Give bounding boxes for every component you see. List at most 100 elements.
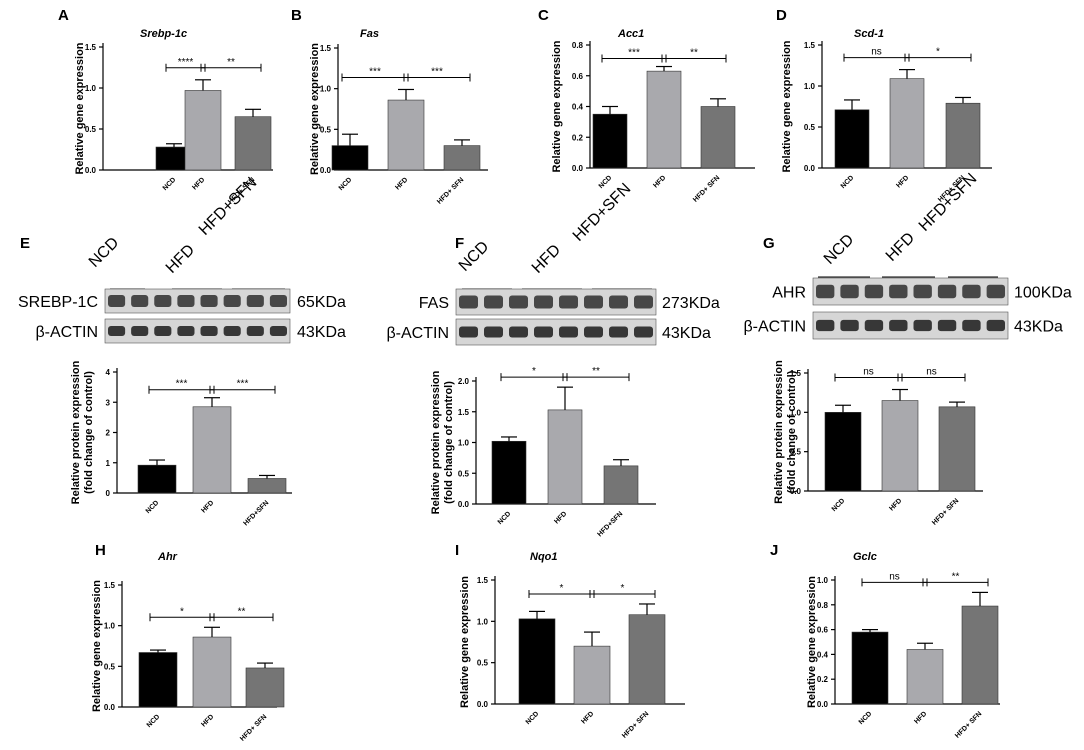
blot-band	[459, 295, 478, 309]
significance-label: ***	[431, 66, 443, 77]
x-tick-label: HFD	[652, 174, 667, 189]
blot-band	[840, 319, 859, 332]
blot-band	[534, 295, 553, 309]
gene-title: Srebp-1c	[140, 28, 187, 40]
panel-label: G	[763, 235, 775, 252]
molecular-weight-label: 65KDa	[297, 294, 346, 311]
y-tick-label: 0.5	[477, 659, 489, 668]
molecular-weight-label: 43KDa	[1014, 319, 1063, 336]
blot-band	[962, 284, 981, 299]
significance-bracket: ****	[165, 57, 206, 72]
y-axis-label: Relative gene expression	[459, 576, 471, 708]
significance-bracket: **	[661, 48, 727, 63]
significance-label: *	[560, 583, 564, 594]
bar-hfd-sfn	[628, 614, 666, 705]
molecular-weight-label: 100KDa	[1014, 285, 1072, 302]
significance-bracket: ***	[403, 66, 471, 82]
gene-title: Acc1	[617, 28, 644, 40]
blot-band	[534, 326, 553, 338]
panel-label: E	[20, 235, 30, 252]
significance-label: **	[952, 571, 960, 582]
blot-band	[634, 326, 653, 338]
y-axis-label-line: Relative gene expression	[459, 576, 471, 708]
blot-band	[108, 295, 126, 307]
y-tick-label: 0.5	[458, 469, 470, 478]
significance-bracket: **	[200, 57, 262, 72]
y-tick-label: 0.8	[572, 41, 584, 50]
y-tick-label: 0.5	[85, 125, 97, 134]
y-tick-label: 1.5	[458, 408, 470, 417]
significance-label: *	[180, 606, 184, 617]
y-tick-label: 0.0	[790, 487, 802, 496]
protein-label: AHR	[772, 285, 806, 302]
chart-c: C Acc1 0.0 0.2 0.4 0.6 0.8 Relative gene expres…	[538, 7, 755, 204]
significance-bracket: ***	[601, 48, 667, 63]
blot-band	[154, 325, 172, 337]
x-tick-label: NCD	[497, 510, 513, 526]
blot-row-fas: FAS 273KDa	[419, 288, 720, 316]
y-axis-label: Relative gene expression	[91, 580, 103, 712]
y-tick-label: 0.0	[458, 500, 470, 509]
blot-band	[269, 295, 287, 307]
bar-hfd	[547, 409, 583, 505]
bar-ncd	[137, 464, 177, 494]
y-tick-label: 1.5	[790, 369, 802, 378]
x-tick-label: HFD+ SFN	[931, 497, 960, 526]
y-tick-label: 0	[106, 489, 111, 498]
blot-band	[484, 326, 503, 338]
lane-group-label: HFD	[163, 242, 198, 277]
y-axis-label: Relative gene expression	[309, 43, 321, 175]
blot-band	[962, 319, 981, 332]
protein-label: SREBP-1C	[18, 294, 98, 311]
bar-ncd	[331, 145, 369, 171]
gene-title: Fas	[360, 28, 379, 40]
y-tick-label: 0.0	[572, 164, 584, 173]
y-axis-label-line: Relative protein expression	[430, 370, 442, 514]
significance-bracket: ***	[341, 66, 409, 82]
bar-ncd	[138, 652, 178, 708]
blot-band	[131, 295, 149, 307]
y-tick-label: 1	[106, 459, 111, 468]
y-tick-label: 1.5	[104, 581, 116, 590]
y-axis-label-line: Relative protein expression	[773, 360, 785, 504]
significance-bracket: **	[209, 606, 274, 622]
x-tick-label: NCD	[145, 499, 161, 515]
x-tick-label: HFD+ SFN	[692, 174, 721, 203]
bar-ncd	[491, 440, 527, 505]
blot-band	[459, 326, 478, 338]
lane-group-label: HFD	[529, 242, 564, 277]
bar-hfd-sfn	[247, 478, 287, 494]
blot-band	[200, 295, 218, 307]
blot-band	[913, 319, 932, 332]
significance-label: *	[621, 583, 625, 594]
x-tick-label: HFD	[553, 510, 568, 525]
y-tick-label: 1.5	[477, 576, 489, 585]
blot-row--actin: β-ACTIN 43KDa	[35, 318, 346, 344]
blot-band	[584, 326, 603, 338]
significance-bracket: ns	[843, 47, 910, 62]
x-tick-label: HFD+SFN	[596, 510, 624, 538]
y-tick-label: 0.0	[104, 703, 116, 712]
bar-hfd-sfn	[945, 102, 981, 169]
protein-label: β-ACTIN	[386, 325, 449, 342]
y-axis-label-line: (fold change of control)	[443, 381, 455, 504]
bar-hfd-sfn	[961, 605, 999, 705]
blot-band	[889, 319, 908, 332]
significance-label: **	[227, 57, 235, 68]
significance-bracket: ns	[834, 367, 903, 382]
bar-hfd-sfn	[245, 667, 285, 708]
blot-band	[108, 325, 126, 337]
y-axis-label-line: Relative gene expression	[309, 43, 321, 175]
y-tick-label: 0.0	[804, 164, 816, 173]
y-tick-label: 0.5	[804, 123, 816, 132]
y-tick-label: 1.0	[85, 84, 97, 93]
y-tick-label: 2.0	[458, 377, 470, 386]
bar-hfd	[192, 406, 232, 494]
blot-band	[937, 319, 957, 332]
y-tick-label: 2	[106, 429, 111, 438]
significance-bracket: ***	[209, 379, 276, 394]
